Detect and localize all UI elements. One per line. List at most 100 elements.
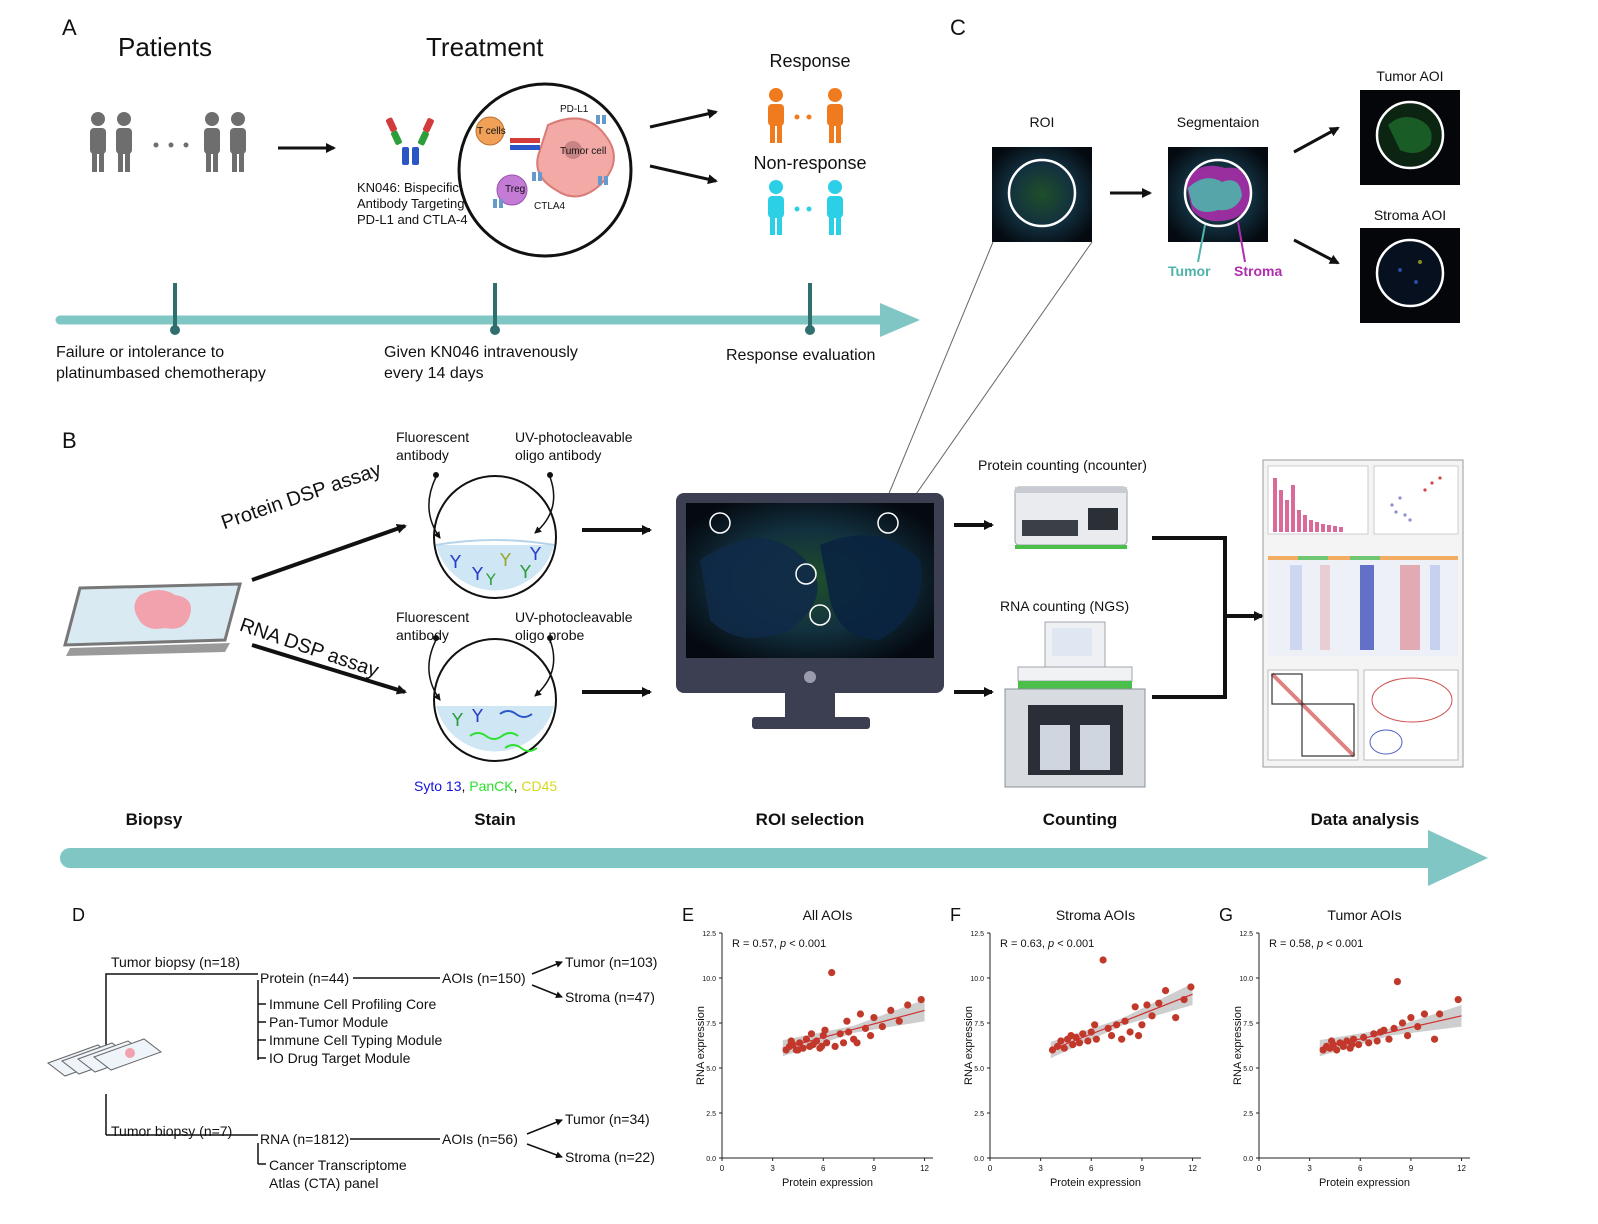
stain-legend: Syto 13, PanCK, CD45: [414, 777, 557, 795]
y-tick-label: 2.5: [706, 1111, 716, 1118]
regression-line: [782, 1009, 925, 1049]
timeline-step-3-line-1: Response evaluation: [726, 347, 876, 364]
step-biopsy: Biopsy: [125, 810, 183, 829]
timeline-step-1-line-2: platinumbased chemotherapy: [56, 365, 266, 382]
y-axis-label: RNA expression: [695, 1006, 707, 1085]
segmentation-label: Segmentaion: [1176, 114, 1260, 130]
y-tick-label: 10.0: [970, 976, 984, 983]
roi-label: ROI: [1029, 114, 1055, 130]
data-point: [817, 1042, 826, 1050]
treatment-mechanism-illustration: [457, 82, 633, 258]
data-point: [853, 1039, 861, 1047]
uv-ab-line-2: oligo antibody: [515, 447, 602, 463]
scatter-svg: F Stroma AOIs 0.0 2.5 5.0 7.5 10.0 12.5 0 3 6 9 12 Pr…: [950, 905, 1201, 1189]
patients-title: Patients: [118, 32, 212, 62]
ngs-instrument-icon: [1004, 621, 1146, 788]
tumor-rna-count: Tumor (n=34): [565, 1111, 650, 1127]
tumor-aoi-label: Tumor AOI: [1376, 68, 1444, 84]
data-point: [821, 1026, 829, 1034]
y-tick-label: 5.0: [974, 1066, 984, 1073]
stat-p-value: < 0.001: [1054, 938, 1094, 950]
svg-text:Y: Y: [485, 570, 496, 589]
cta-line-2: Atlas (CTA) panel: [269, 1175, 379, 1191]
timeline-step-3: Response evaluation: [726, 345, 875, 366]
y-tick-label: 10.0: [702, 976, 716, 983]
scatter-plot-stroma-aois: F Stroma AOIs 0.0 2.5 5.0 7.5 10.0 12.5 0 3 6 9 12 Pr…: [948, 903, 1213, 1203]
segmentation-image: [1168, 147, 1268, 263]
x-tick-label: 12: [1457, 1164, 1466, 1173]
scatter-plot-tumor-aois: G Tumor AOIs 0.0 2.5 5.0 7.5 10.0 12.5 0 3 6 9 12 Pro…: [1217, 903, 1482, 1203]
correlation-stat: R = 0.58, p < 0.001: [1269, 938, 1363, 950]
data-point: [828, 969, 836, 977]
panel-letter-b: B: [62, 428, 77, 453]
tumor-cell-label: Tumor cell: [560, 146, 607, 157]
stroma-rna-count: Stroma (n=22): [565, 1149, 655, 1165]
data-analysis-figures: [1262, 459, 1464, 768]
step-stain: Stain: [474, 810, 516, 829]
module-io-drug-target: IO Drug Target Module: [269, 1050, 411, 1066]
y-tick-label: 5.0: [706, 1066, 716, 1073]
fluorescent-antibody-label-2: Fluorescent antibody: [396, 608, 469, 644]
data-point: [1365, 1039, 1373, 1047]
drug-caption-line-2: Antibody Targeting: [357, 196, 465, 211]
y-tick-label: 2.5: [1243, 1111, 1253, 1118]
data-point: [1403, 1032, 1412, 1040]
fluor-ab-1-line-1: Fluorescent: [396, 429, 470, 445]
scatter-plot-all-aois: E All AOIs 0.0 2.5 5.0 7.5 10.0 12.5 0 3 6 9 12 Prote…: [680, 903, 945, 1203]
rna-count: RNA (n=1812): [260, 1131, 350, 1147]
timeline-step-2-line-2: every 14 days: [384, 365, 484, 382]
data-point: [1092, 1035, 1100, 1043]
data-point: [1385, 1035, 1393, 1043]
x-tick-label: 9: [1409, 1164, 1414, 1173]
stat-p-symbol: p: [1047, 938, 1054, 950]
regression-line: [1319, 1015, 1462, 1049]
y-tick-label: 10.0: [1239, 976, 1253, 983]
x-tick-label: 0: [988, 1164, 993, 1173]
cta-line-1: Cancer Transcriptome: [269, 1157, 407, 1173]
stat-p-value: < 0.001: [1323, 938, 1363, 950]
svg-text:Y: Y: [499, 550, 512, 571]
data-point: [1373, 1037, 1381, 1045]
stroma-aoi-image: [1360, 228, 1460, 323]
data-point: [1126, 1028, 1134, 1036]
svg-text:Y: Y: [471, 564, 484, 585]
data-point: [843, 1017, 851, 1025]
panel-letter-c: C: [950, 15, 966, 40]
roi-image: [992, 147, 1092, 242]
treg-label: Treg: [505, 184, 526, 195]
treatment-title: Treatment: [426, 32, 544, 62]
y-axis-label: RNA expression: [963, 1006, 975, 1085]
responder-icons: [768, 88, 843, 143]
data-point: [1091, 1021, 1099, 1029]
data-point: [1067, 1032, 1075, 1040]
uv-oligo-antibody-label: UV-photocleavable oligo antibody: [515, 428, 633, 464]
x-axis-label: Protein expression: [1319, 1177, 1410, 1189]
data-point: [1390, 1024, 1398, 1032]
y-tick-label: 0.0: [706, 1156, 716, 1163]
x-tick-label: 3: [1038, 1164, 1043, 1173]
x-tick-label: 6: [1358, 1164, 1363, 1173]
module-pan-tumor: Pan-Tumor Module: [269, 1014, 389, 1030]
pdl1-label: PD-L1: [560, 104, 589, 115]
data-point: [866, 1032, 875, 1040]
stat-p-value: < 0.001: [786, 938, 826, 950]
data-point: [794, 1046, 802, 1054]
stat-p-symbol: p: [1316, 938, 1323, 950]
data-point: [1131, 1003, 1139, 1011]
data-point: [1134, 1032, 1143, 1040]
data-point: [1348, 1041, 1356, 1049]
uv-probe-line-2: oligo probe: [515, 627, 585, 643]
data-point: [878, 1023, 886, 1031]
panel-letter: E: [682, 905, 694, 925]
module-immune-cell-profiling: Immune Cell Profiling Core: [269, 996, 437, 1012]
y-axis-label: RNA expression: [1232, 1006, 1244, 1085]
data-point: [787, 1037, 795, 1045]
timeline-step-2-line-1: Given KN046 intravenously: [384, 344, 578, 361]
panel-letter: F: [950, 905, 961, 925]
scatter-svg: E All AOIs 0.0 2.5 5.0 7.5 10.0 12.5 0 3 6 9 12 Prote…: [682, 905, 933, 1189]
tumor-biopsy-protein: Tumor biopsy (n=18): [111, 954, 241, 970]
study-design-tree: [105, 960, 563, 1165]
stroma-protein-count: Stroma (n=47): [565, 989, 655, 1005]
drug-caption: KN046: Bispecific Antibody Targeting PD-…: [357, 180, 468, 228]
